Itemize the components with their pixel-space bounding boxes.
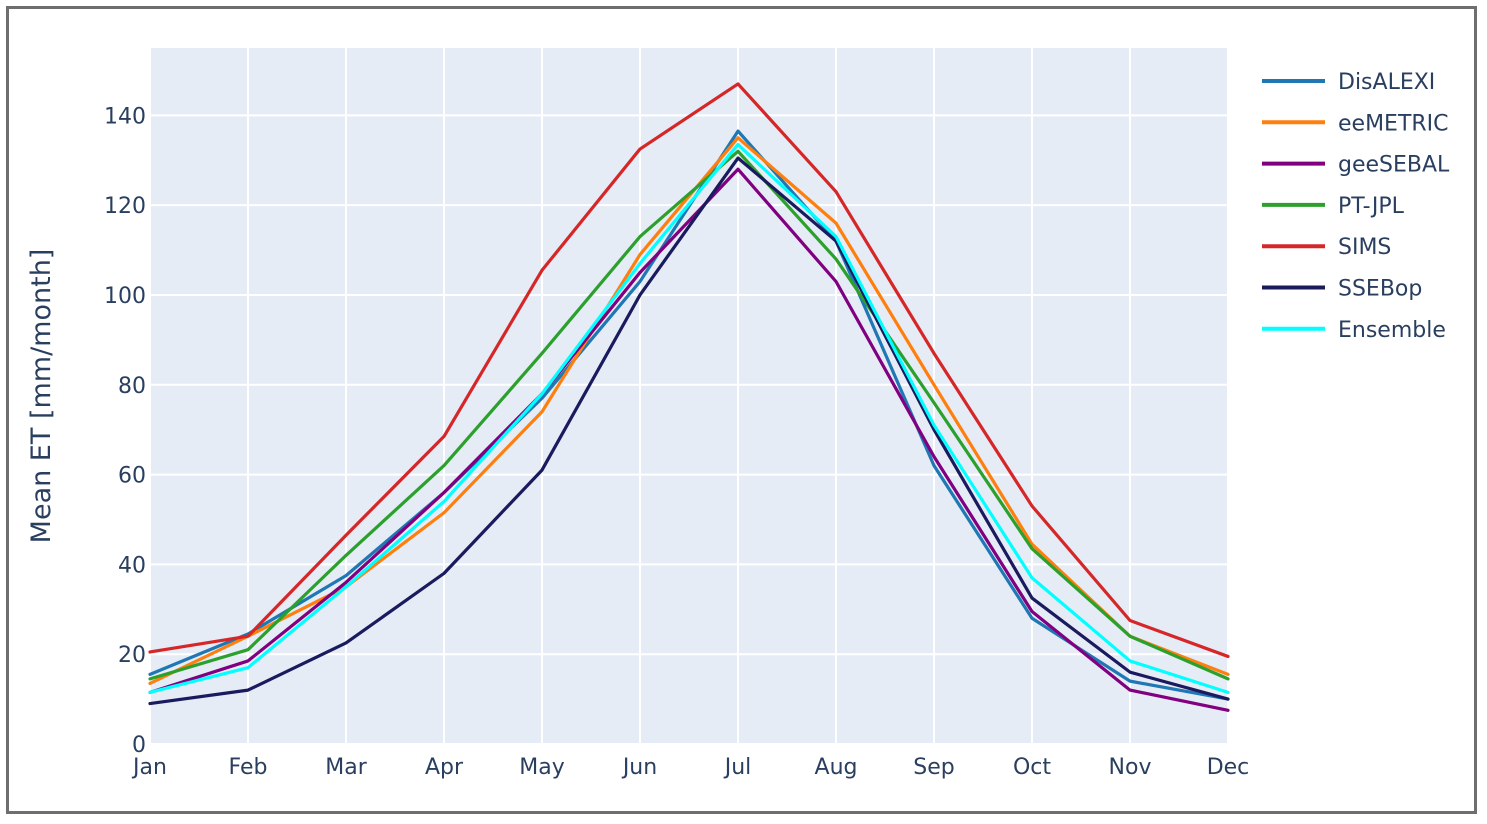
series-line-pt-jpl bbox=[148, 149, 1230, 681]
x-tick-label: Nov bbox=[1109, 755, 1152, 780]
legend-item-eemetric[interactable]: eeMETRIC bbox=[1262, 111, 1449, 136]
grid bbox=[149, 48, 1229, 745]
x-tick-label: Aug bbox=[815, 755, 858, 780]
series-line-ensemble bbox=[148, 142, 1230, 694]
x-tick-label: Jan bbox=[131, 755, 167, 780]
legend-label: SIMS bbox=[1338, 235, 1391, 260]
legend-item-disalexi[interactable]: DisALEXI bbox=[1262, 70, 1435, 95]
x-axis: Jan Feb Mar Apr May Jun Jul Aug Sep Oct Nov Dec bbox=[131, 755, 1249, 780]
series-line-ssebop bbox=[148, 156, 1230, 706]
series-line-geesebal bbox=[148, 167, 1230, 712]
legend-label: SSEBop bbox=[1338, 277, 1422, 302]
series-group bbox=[148, 82, 1230, 712]
x-tick-label: Apr bbox=[425, 755, 464, 780]
legend-item-geesebal[interactable]: geeSEBAL bbox=[1262, 153, 1450, 178]
x-tick-label: Oct bbox=[1013, 755, 1051, 780]
x-tick-label: Jul bbox=[723, 755, 752, 780]
legend-item-ensemble[interactable]: Ensemble bbox=[1262, 318, 1446, 343]
legend-item-ssebop[interactable]: SSEBop bbox=[1262, 277, 1422, 302]
legend-label: PT-JPL bbox=[1338, 194, 1405, 219]
y-tick-label: 140 bbox=[104, 104, 146, 129]
legend-label: geeSEBAL bbox=[1338, 153, 1450, 178]
legend[interactable]: DisALEXI eeMETRIC geeSEBAL PT-JPL SIMS SSEBop… bbox=[1262, 70, 1450, 343]
y-tick-label: 20 bbox=[118, 643, 146, 668]
y-tick-label: 60 bbox=[118, 464, 146, 489]
legend-item-pt-jpl[interactable]: PT-JPL bbox=[1262, 194, 1405, 219]
x-tick-label: Sep bbox=[913, 755, 954, 780]
x-tick-label: Dec bbox=[1207, 755, 1250, 780]
x-tick-label: Feb bbox=[229, 755, 268, 780]
legend-label: eeMETRIC bbox=[1338, 111, 1449, 136]
x-tick-label: May bbox=[519, 755, 564, 780]
x-tick-label: Jun bbox=[621, 755, 657, 780]
y-axis: 0 20 40 60 80 100 120 140 bbox=[104, 104, 146, 758]
y-tick-label: 40 bbox=[118, 553, 146, 578]
x-tick-label: Mar bbox=[325, 755, 367, 780]
y-axis-label: Mean ET [mm/month] bbox=[26, 249, 57, 544]
y-tick-label: 120 bbox=[104, 194, 146, 219]
y-tick-label: 0 bbox=[132, 733, 146, 758]
y-tick-label: 100 bbox=[104, 284, 146, 309]
y-tick-label: 80 bbox=[118, 374, 146, 399]
legend-label: Ensemble bbox=[1338, 318, 1446, 343]
series-line-sims bbox=[148, 82, 1230, 659]
legend-label: DisALEXI bbox=[1338, 70, 1435, 95]
legend-item-sims[interactable]: SIMS bbox=[1262, 235, 1391, 260]
